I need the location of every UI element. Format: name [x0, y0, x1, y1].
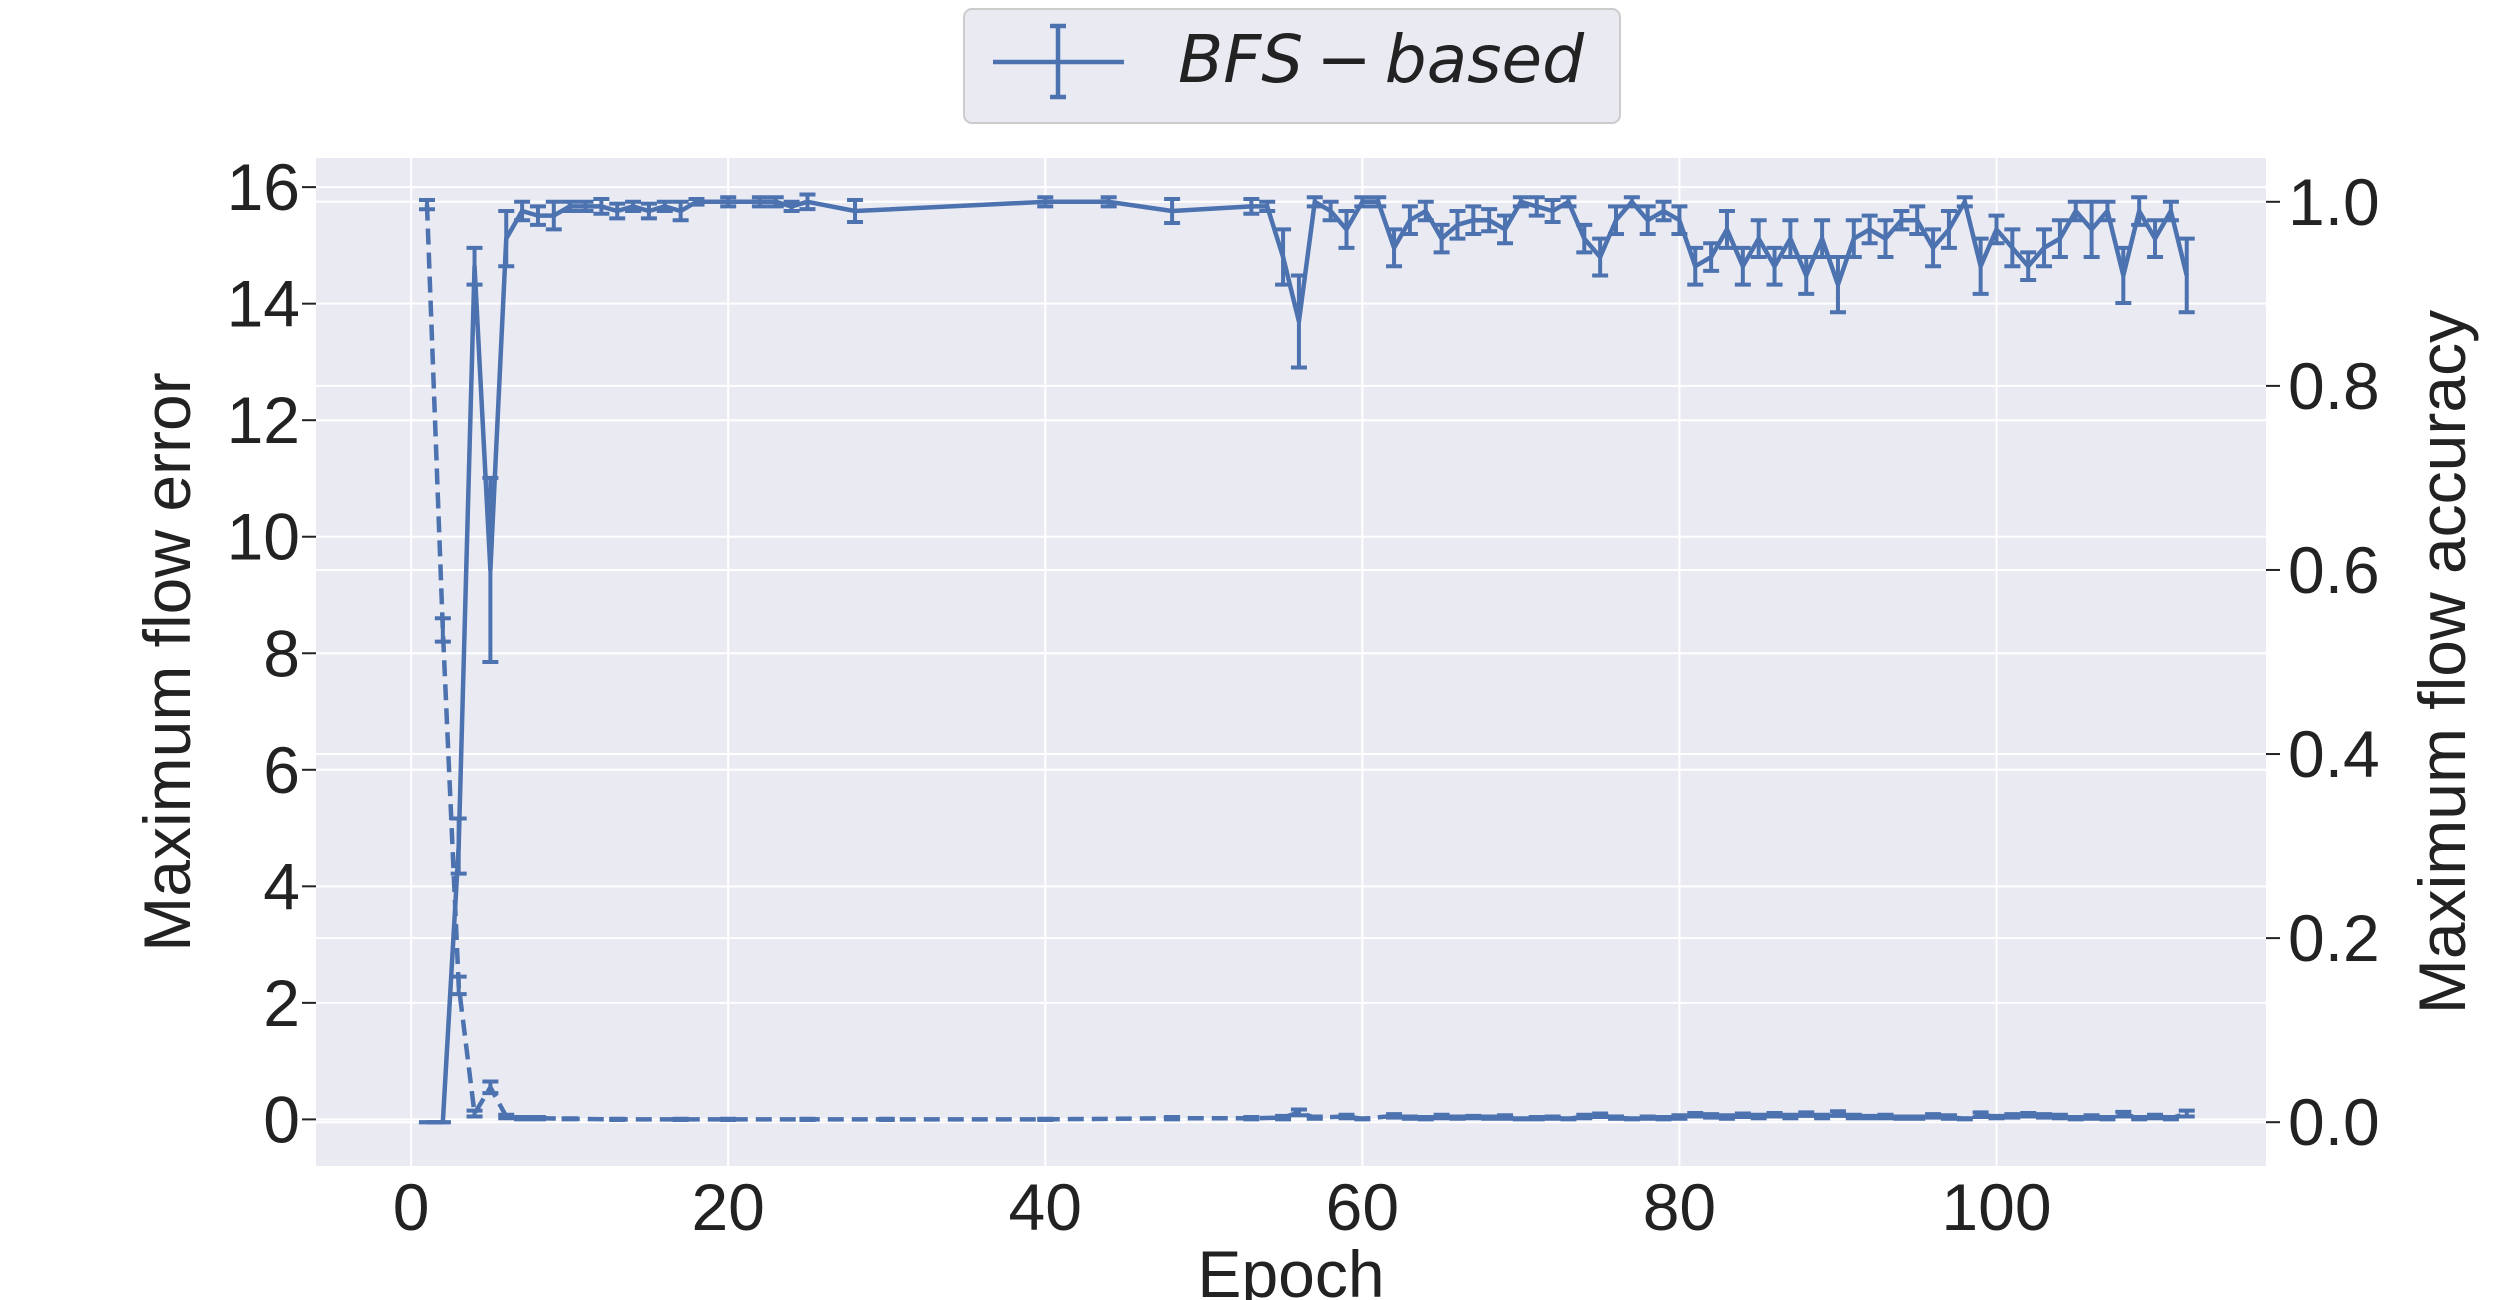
- y-tick-label-left: 2: [263, 966, 300, 1040]
- y-tick-label-left: 4: [263, 849, 300, 923]
- legend: BFS − based: [963, 8, 1621, 124]
- x-tick-label: 80: [1643, 1170, 1716, 1244]
- y-tick-label-left: 12: [227, 383, 300, 457]
- y-tick-label-right: 0.2: [2288, 901, 2380, 975]
- y-axis-title-left: Maximum flow error: [130, 372, 204, 951]
- y-tick-label-right: 0.8: [2288, 349, 2380, 423]
- legend-label: BFS − based: [1178, 21, 1585, 98]
- y-tick-label-right: 0.4: [2288, 717, 2380, 791]
- x-ticks: 0 20 40 60 80 100: [393, 1170, 2052, 1244]
- y-tick-label-left: 16: [227, 150, 300, 224]
- grid: [316, 158, 2266, 1166]
- y-axis-title-right: Maximum flow accuracy: [2405, 310, 2479, 1014]
- y-tick-label-left: 10: [227, 500, 300, 574]
- y-tick-label-left: 8: [263, 616, 300, 690]
- x-tick-label: 40: [1009, 1170, 1082, 1244]
- x-tick-label: 60: [1326, 1170, 1399, 1244]
- y-tick-label-left: 0: [263, 1082, 300, 1156]
- y-ticks-right: 0.0 0.2 0.4 0.6 0.8 1.0: [2266, 165, 2380, 1159]
- y-tick-label-right: 0.6: [2288, 533, 2380, 607]
- y-tick-label-right: 1.0: [2288, 165, 2380, 239]
- x-tick-label: 20: [691, 1170, 764, 1244]
- x-tick-label: 0: [393, 1170, 430, 1244]
- x-axis-title: Epoch: [1197, 1237, 1384, 1300]
- y-tick-label-left: 6: [263, 733, 300, 807]
- series-error: [418, 197, 2195, 1122]
- y-ticks-left: 0 2 4 6 8 10 12 14 16: [227, 150, 316, 1156]
- plot-area: [316, 158, 2266, 1166]
- legend-box: [963, 8, 1621, 124]
- x-tick-label: 100: [1941, 1170, 2051, 1244]
- y-tick-label-right: 0.0: [2288, 1085, 2380, 1159]
- y-tick-label-left: 14: [227, 267, 300, 341]
- series-accuracy: [418, 192, 2195, 1125]
